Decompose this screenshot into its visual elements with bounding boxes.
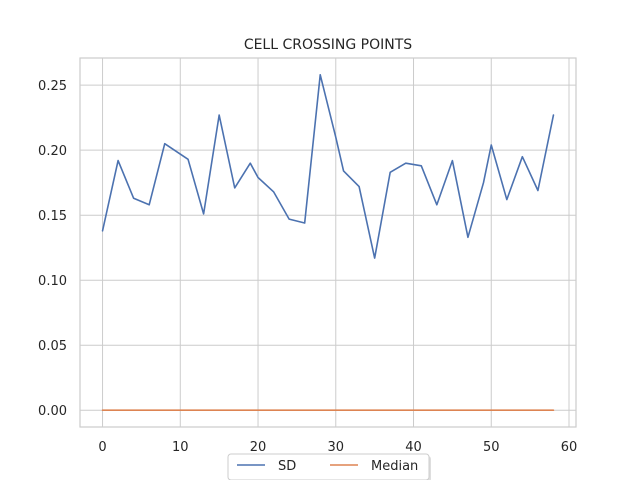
y-tick-label: 0.00 (38, 404, 67, 419)
legend: SD Median (227, 453, 431, 480)
chart-title: CELL CROSSING POINTS (244, 37, 412, 53)
x-tick-label: 40 (405, 440, 422, 455)
y-tick-label: 0.15 (38, 209, 67, 224)
x-tick-label: 50 (483, 440, 500, 455)
y-tick-label: 0.10 (38, 274, 67, 289)
x-tick-label: 0 (98, 440, 106, 455)
series-lines (101, 73, 555, 412)
y-tick-label: 0.05 (38, 339, 67, 354)
x-axis-ticks: 0 10 20 30 40 50 60 (98, 440, 577, 455)
plot-border (79, 57, 577, 428)
x-tick-label: 30 (328, 440, 345, 455)
y-tick-label: 0.20 (38, 144, 67, 159)
y-axis-ticks: 0.00 0.05 0.10 0.15 0.20 0.25 (38, 79, 67, 419)
x-tick-label: 10 (172, 440, 189, 455)
legend-box (227, 453, 430, 480)
x-tick-label: 20 (250, 440, 267, 455)
legend-label-sd: SD (278, 459, 296, 474)
x-tick-label: 60 (561, 440, 578, 455)
y-tick-label: 0.25 (38, 79, 67, 94)
legend-label-median: Median (371, 459, 418, 474)
plot-frame (79, 57, 577, 428)
series-line-sd (101, 73, 555, 259)
